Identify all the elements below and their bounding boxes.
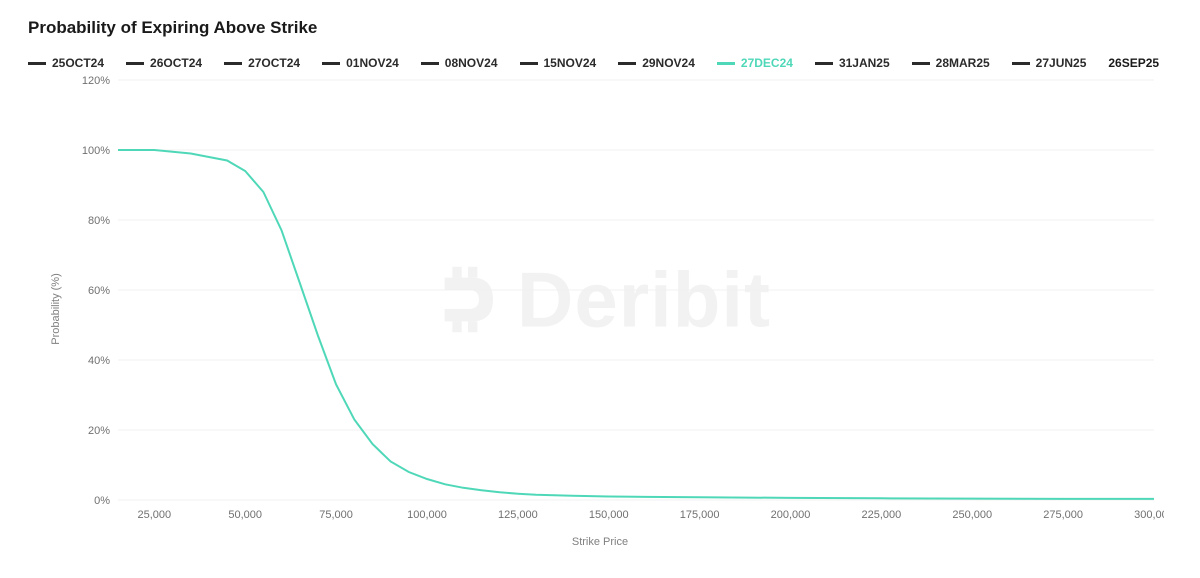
series-27dec24 [118, 150, 1154, 499]
legend: 25OCT24 26OCT24 27OCT24 01NOV24 08NOV24 15NOV… [28, 56, 1172, 70]
legend-label: 31JAN25 [839, 56, 890, 70]
legend-item-27jun25[interactable]: 27JUN25 [1012, 56, 1087, 70]
legend-item-27dec24[interactable]: 27DEC24 [717, 56, 793, 70]
y-tick-label: 120% [82, 75, 110, 87]
legend-item-26sep25[interactable]: 26SEP25 [1108, 56, 1159, 70]
legend-item-15nov24[interactable]: 15NOV24 [520, 56, 597, 70]
x-tick-label: 75,000 [319, 509, 353, 521]
legend-label: 28MAR25 [936, 56, 990, 70]
legend-label: 27JUN25 [1036, 56, 1087, 70]
chart-plot-area: Deribit Probability (%) 0%20%40%60%80%10… [28, 74, 1172, 544]
chart-title: Probability of Expiring Above Strike [28, 18, 1172, 38]
x-tick-label: 50,000 [228, 509, 262, 521]
x-tick-label: 175,000 [680, 509, 720, 521]
legend-item-28mar25[interactable]: 28MAR25 [912, 56, 990, 70]
y-tick-label: 40% [88, 355, 110, 367]
legend-swatch [815, 62, 833, 65]
legend-swatch [1012, 62, 1030, 65]
x-tick-label: 300,000 [1134, 509, 1164, 521]
y-tick-label: 0% [94, 495, 110, 507]
legend-item-08nov24[interactable]: 08NOV24 [421, 56, 498, 70]
chart-svg: 0% 20% 40% 60% 80% 100% 120% 25,000 50,000 75,000… [74, 74, 1164, 534]
legend-item-26oct24[interactable]: 26OCT24 [126, 56, 202, 70]
legend-label: 15NOV24 [544, 56, 597, 70]
legend-swatch [126, 62, 144, 65]
x-tick-label: 275,000 [1043, 509, 1083, 521]
legend-swatch [28, 62, 46, 65]
legend-label: 25OCT24 [52, 56, 104, 70]
x-tick-label: 100,000 [407, 509, 447, 521]
y-tick-label: 60% [88, 285, 110, 297]
x-tick-label: 250,000 [952, 509, 992, 521]
legend-label: 01NOV24 [346, 56, 399, 70]
y-tick-label: 100% [82, 145, 110, 157]
legend-label: 29NOV24 [642, 56, 695, 70]
chart-container: Probability of Expiring Above Strike 25O… [0, 0, 1200, 554]
x-tick-label: 225,000 [861, 509, 901, 521]
x-tick-label: 150,000 [589, 509, 629, 521]
legend-swatch [618, 62, 636, 65]
legend-label: 27OCT24 [248, 56, 300, 70]
legend-swatch [912, 62, 930, 65]
legend-swatch [322, 62, 340, 65]
y-tick-label: 80% [88, 215, 110, 227]
legend-swatch [421, 62, 439, 65]
x-tick-label: 125,000 [498, 509, 538, 521]
y-tick-label: 20% [88, 425, 110, 437]
legend-item-27oct24[interactable]: 27OCT24 [224, 56, 300, 70]
legend-label: 08NOV24 [445, 56, 498, 70]
legend-item-25oct24[interactable]: 25OCT24 [28, 56, 104, 70]
legend-item-31jan25[interactable]: 31JAN25 [815, 56, 890, 70]
y-axis-label: Probability (%) [50, 273, 62, 345]
legend-item-01nov24[interactable]: 01NOV24 [322, 56, 399, 70]
legend-label: 26SEP25 [1108, 56, 1159, 70]
legend-label: 26OCT24 [150, 56, 202, 70]
x-tick-label: 200,000 [771, 509, 811, 521]
legend-label: 27DEC24 [741, 56, 793, 70]
legend-swatch [520, 62, 538, 65]
x-tick-label: 25,000 [138, 509, 172, 521]
x-axis-label: Strike Price [572, 536, 628, 548]
legend-item-29nov24[interactable]: 29NOV24 [618, 56, 695, 70]
legend-swatch [224, 62, 242, 65]
legend-swatch [717, 62, 735, 65]
